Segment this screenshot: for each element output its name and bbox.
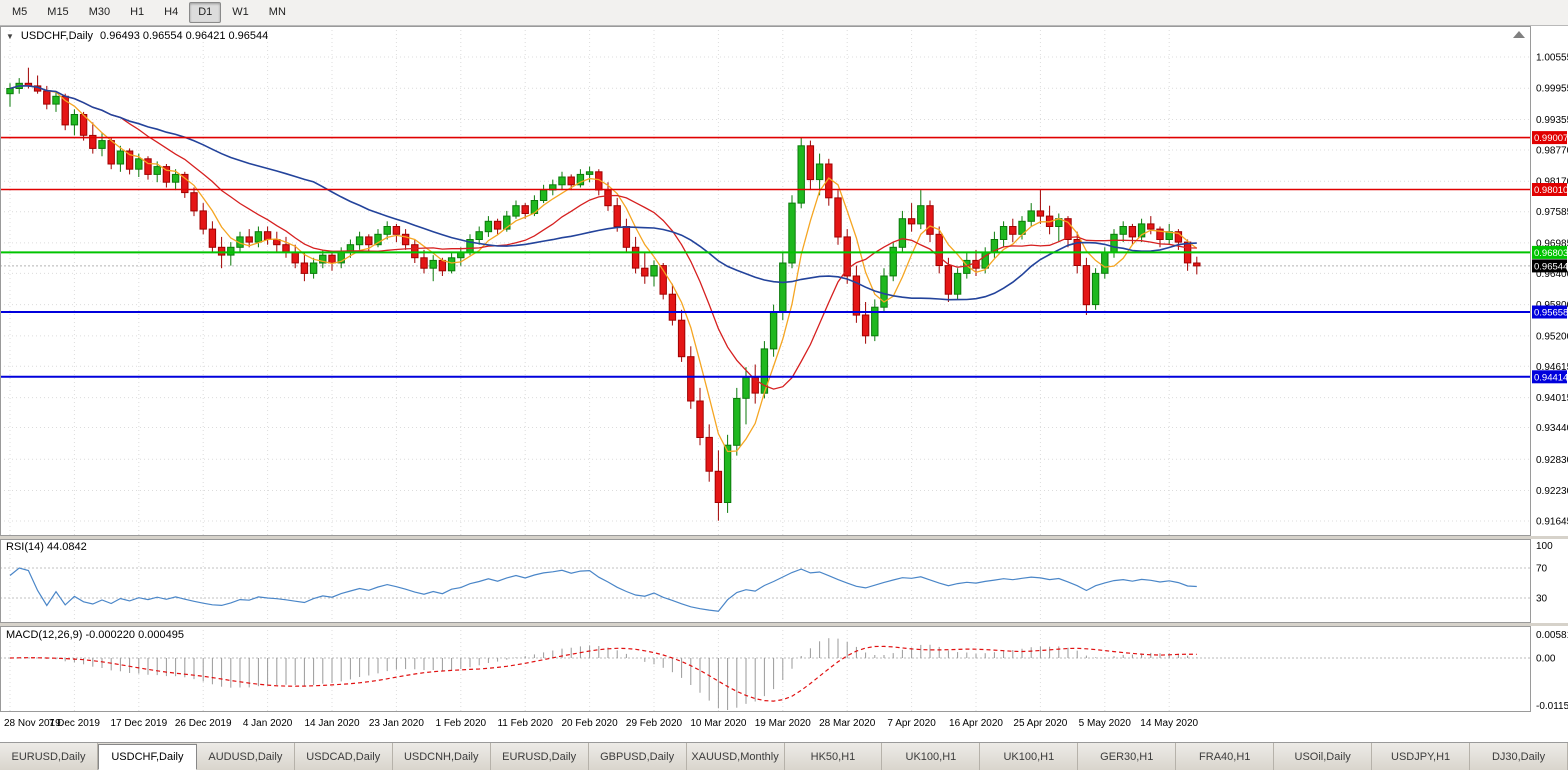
chart-tab-audusd-daily[interactable]: AUDUSD,Daily: [196, 743, 295, 770]
hline-price-label: 0.96803: [1534, 248, 1568, 259]
date-axis-label: 4 Jan 2020: [243, 718, 293, 729]
date-axis-label: 20 Feb 2020: [562, 718, 619, 729]
rsi-axis-label: 70: [1536, 564, 1548, 575]
hline-price-label: 0.94414: [1534, 372, 1568, 383]
date-axis-label: 28 Mar 2020: [819, 718, 876, 729]
hline-price-label: 0.95658: [1534, 308, 1568, 319]
date-axis-label: 7 Dec 2019: [49, 718, 101, 729]
chart-tab-dj30-daily[interactable]: DJ30,Daily: [1470, 743, 1568, 770]
chart-tab-usdjpy-h1[interactable]: USDJPY,H1: [1372, 743, 1471, 770]
hline-price-label: 0.98010: [1534, 185, 1568, 196]
price-axis-label: 0.96985: [1536, 238, 1568, 249]
moving-average-5: [9, 85, 1198, 453]
date-axis-label: 29 Feb 2020: [626, 718, 683, 729]
moving-average-34: [9, 85, 1197, 301]
chart-symbol-label: USDCHF,Daily: [20, 30, 94, 42]
macd-signal-line: [9, 645, 1197, 702]
chart-shift-marker[interactable]: [1513, 31, 1525, 38]
chart-tabs-bar: EURUSD,Daily USDCHF,Daily AUDUSD,Daily USDC…: [0, 742, 1568, 770]
rsi-axis-label: 100: [1536, 541, 1553, 552]
pane-splitter[interactable]: [0, 623, 1568, 626]
date-axis-label: 28 Nov 2019: [4, 718, 61, 729]
price-axis-label: 0.94615: [1536, 362, 1568, 373]
timeframe-toolbar: M5 M15 M30 H1 H4 D1 W1 MN: [0, 0, 1568, 26]
date-axis-label: 23 Jan 2020: [369, 718, 424, 729]
chart-tab-uk100-h1[interactable]: UK100,H1: [980, 743, 1079, 770]
date-axis-label: 26 Dec 2019: [175, 718, 232, 729]
chart-tab-gbpusd-daily[interactable]: GBPUSD,Daily: [588, 743, 687, 770]
macd-axis-label: -0.011514: [1536, 701, 1568, 712]
timeframe-button-m15[interactable]: M15: [47, 6, 69, 18]
macd-axis-label: 0.00: [1536, 654, 1556, 665]
price-axis-label: 0.99955: [1536, 84, 1568, 95]
chart-tab-usoil-daily[interactable]: USOil,Daily: [1274, 743, 1373, 770]
rsi-axis-label: 30: [1536, 594, 1548, 605]
chart-tab-usdcad-daily[interactable]: USDCAD,Daily: [294, 743, 393, 770]
chart-tab-eurusd-daily[interactable]: EURUSD,Daily: [0, 743, 98, 770]
chart-tab-usdchf-daily[interactable]: USDCHF,Daily: [97, 744, 197, 770]
macd-indicator-label: MACD(12,26,9) -0.000220 0.000495: [6, 629, 184, 641]
date-axis-label: 10 Mar 2020: [690, 718, 747, 729]
date-axis-label: 11 Feb 2020: [497, 718, 553, 729]
chart-ohlc-values: 0.96493 0.96554 0.96421 0.96544: [100, 30, 269, 42]
price-axis-label: 0.94015: [1536, 393, 1568, 404]
date-axis-label: 14 May 2020: [1140, 718, 1198, 729]
chart-tab-eurusd-daily[interactable]: EURUSD,Daily: [490, 743, 589, 770]
hline-price-label: 0.99007: [1534, 133, 1568, 144]
price-axis-label: 0.99355: [1536, 115, 1568, 126]
price-axis-label: 1.00555: [1536, 53, 1568, 64]
rsi-line: [9, 567, 1197, 612]
price-axis-label: 0.97585: [1536, 207, 1568, 218]
timeframe-button-w1[interactable]: W1: [232, 6, 249, 18]
timeframe-button-h4[interactable]: H4: [164, 6, 179, 18]
chart-tab-usdcnh-daily[interactable]: USDCNH,Daily: [392, 743, 491, 770]
timeframe-button-mn[interactable]: MN: [268, 6, 286, 18]
chart-title: ▼ USDCHF,Daily 0.96493 0.96554 0.96421 0…: [6, 30, 268, 42]
date-axis-label: 17 Dec 2019: [110, 718, 167, 729]
date-axis-label: 14 Jan 2020: [304, 718, 359, 729]
date-axis-label: 25 Apr 2020: [1013, 718, 1067, 729]
macd-axis-label: 0.005818: [1536, 630, 1568, 641]
timeframe-button-m5[interactable]: M5: [12, 6, 28, 18]
date-axis-label: 1 Feb 2020: [435, 718, 486, 729]
price-axis-label: 0.91645: [1536, 517, 1568, 528]
moving-average-13: [9, 85, 1197, 390]
chart-tab-fra40-h1[interactable]: FRA40,H1: [1176, 743, 1275, 770]
current-price-label: 0.96544: [1534, 261, 1568, 272]
date-axis-label: 16 Apr 2020: [949, 718, 1003, 729]
chart-tab-xauusd-monthly[interactable]: XAUUSD,Monthly: [686, 743, 785, 770]
timeframe-button-m30[interactable]: M30: [88, 6, 111, 18]
macd-histogram: [18, 638, 1198, 710]
one-click-trading-arrow[interactable]: ▼: [6, 31, 14, 41]
date-axis-label: 7 Apr 2020: [887, 718, 936, 729]
timeframe-button-h1[interactable]: H1: [130, 6, 145, 18]
rsi-indicator-label: RSI(14) 44.0842: [6, 541, 87, 553]
date-axis-label: 19 Mar 2020: [755, 718, 812, 729]
chart-tab-ger30-h1[interactable]: GER30,H1: [1078, 743, 1177, 770]
chart-tab-uk100-h1[interactable]: UK100,H1: [882, 743, 981, 770]
timeframe-button-d1[interactable]: D1: [189, 2, 222, 23]
pane-splitter[interactable]: [0, 536, 1568, 539]
chart-tab-hk50-h1[interactable]: HK50,H1: [784, 743, 883, 770]
date-axis-label: 5 May 2020: [1079, 718, 1132, 729]
chart-background: [0, 26, 1568, 742]
